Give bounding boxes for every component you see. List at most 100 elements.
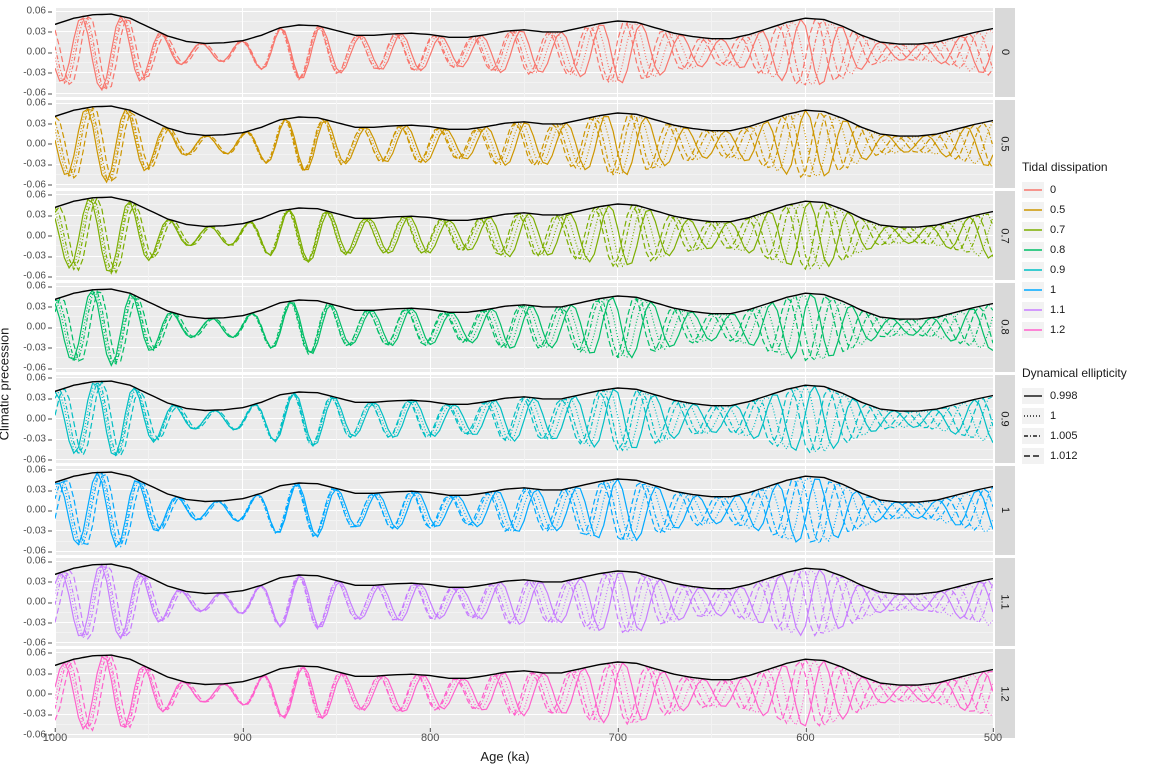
facet-strip-label: 0.5 <box>999 136 1011 151</box>
y-tick-label: 0.00 <box>27 230 46 241</box>
series-line-0.998 <box>55 16 993 90</box>
facet-row-0.9: -0.06-0.030.000.030.060.9 <box>55 375 1015 464</box>
series-line-1 <box>55 290 993 363</box>
x-tick-label: 900 <box>233 732 251 744</box>
legend-item-tidal-0.9: 0.9 <box>1022 260 1142 280</box>
series-line-1 <box>55 17 993 90</box>
series-line-1.012 <box>55 198 993 273</box>
y-ticks: -0.06-0.030.000.030.06 <box>10 8 52 97</box>
facet-plot-1.1 <box>55 558 993 647</box>
y-tick-label: 0.00 <box>27 597 46 608</box>
x-axis-label: Age (ka) <box>0 749 1010 764</box>
envelope-line <box>55 197 993 227</box>
legend-label: 0.7 <box>1050 224 1065 236</box>
y-tick-label: -0.03 <box>23 617 46 628</box>
series-line-1.012 <box>55 474 993 544</box>
y-tick-label: 0.03 <box>27 26 46 37</box>
facet-row-1.2: -0.06-0.030.000.030.061.2 <box>55 649 1015 738</box>
x-tick-label: 500 <box>984 732 1002 744</box>
legend-tidal-dissipation: Tidal dissipation 00.50.70.80.911.11.2 <box>1022 160 1142 340</box>
series-line-0.998 <box>55 200 993 272</box>
y-tick-label: -0.03 <box>23 159 46 170</box>
figure: Climatic precession -0.06-0.030.000.030.… <box>0 0 1152 768</box>
facet-row-1: -0.06-0.030.000.030.061 <box>55 466 1015 555</box>
y-tick-label: 0.06 <box>27 556 46 567</box>
y-tick-label: -0.03 <box>23 434 46 445</box>
legend-key <box>1022 242 1044 258</box>
plot-svg <box>55 8 993 97</box>
y-tick-label: 0.06 <box>27 189 46 200</box>
y-ticks: -0.06-0.030.000.030.06 <box>10 283 52 372</box>
envelope-line <box>55 564 993 594</box>
legend-key <box>1022 448 1044 464</box>
facet-strip-1.2: 1.2 <box>995 649 1015 738</box>
facet-strip-label: 1 <box>999 507 1011 513</box>
legend-key <box>1022 182 1044 198</box>
series-line-1.012 <box>55 565 993 639</box>
plot-svg <box>55 649 993 738</box>
legend-key <box>1022 428 1044 444</box>
series-line-0.998 <box>55 565 993 638</box>
series-line-1.012 <box>55 381 993 455</box>
plot-svg <box>55 100 993 189</box>
legend-title-tidal: Tidal dissipation <box>1022 160 1142 174</box>
legend-key <box>1022 262 1044 278</box>
facet-strip-0.9: 0.9 <box>995 375 1015 464</box>
legend-key <box>1022 322 1044 338</box>
y-tick-label: -0.03 <box>23 67 46 78</box>
legend-key <box>1022 408 1044 424</box>
y-ticks: -0.06-0.030.000.030.06 <box>10 466 52 555</box>
facet-plot-1 <box>55 466 993 555</box>
series-line-0.998 <box>55 109 993 182</box>
legend-item-ellipticity-1.012: 1.012 <box>1022 446 1142 466</box>
facet-row-0.8: -0.06-0.030.000.030.060.8 <box>55 283 1015 372</box>
plot-svg <box>55 466 993 555</box>
facet-plot-0.7 <box>55 191 993 280</box>
series-line-1.005 <box>55 198 993 273</box>
series-line-0.998 <box>55 383 993 455</box>
legend-dynamical-ellipticity: Dynamical ellipticity 0.99811.0051.012 <box>1022 366 1142 466</box>
y-tick-label: 0.00 <box>27 413 46 424</box>
facet-plot-1.2 <box>55 649 993 738</box>
x-tick-label: 600 <box>796 732 814 744</box>
y-tick-label: -0.03 <box>23 525 46 536</box>
series-line-1.012 <box>55 656 993 731</box>
y-tick-label: -0.03 <box>23 709 46 720</box>
series-line-1.005 <box>55 18 993 89</box>
legend-key <box>1022 302 1044 318</box>
series-line-1 <box>55 199 993 274</box>
y-tick-label: 0.03 <box>27 576 46 587</box>
legend: Tidal dissipation 00.50.70.80.911.11.2 D… <box>1022 160 1142 466</box>
y-tick-label: 0.00 <box>27 505 46 516</box>
y-tick-label: -0.03 <box>23 251 46 262</box>
legend-item-tidal-0.8: 0.8 <box>1022 240 1142 260</box>
facet-strip-1: 1 <box>995 466 1015 555</box>
facet-strip-label: 0.9 <box>999 411 1011 426</box>
legend-label: 1.1 <box>1050 304 1065 316</box>
facet-strip-0.8: 0.8 <box>995 283 1015 372</box>
legend-label: 1.012 <box>1050 450 1078 462</box>
x-tick-label: 800 <box>421 732 439 744</box>
facet-strip-0.7: 0.7 <box>995 191 1015 280</box>
plot-svg <box>55 191 993 280</box>
legend-item-ellipticity-0.998: 0.998 <box>1022 386 1142 406</box>
series-line-1 <box>55 656 993 728</box>
facet-panels: -0.06-0.030.000.030.060-0.06-0.030.000.0… <box>55 8 1015 738</box>
y-tick-label: 0.06 <box>27 647 46 658</box>
y-tick-label: 0.03 <box>27 668 46 679</box>
facet-row-1.1: -0.06-0.030.000.030.061.1 <box>55 558 1015 647</box>
y-tick-label: 0.06 <box>27 6 46 17</box>
legend-label: 1.2 <box>1050 324 1065 336</box>
y-ticks: -0.06-0.030.000.030.06 <box>10 649 52 738</box>
y-ticks: -0.06-0.030.000.030.06 <box>10 100 52 189</box>
legend-label: 0.9 <box>1050 264 1065 276</box>
envelope-line <box>55 655 993 685</box>
x-tick-label: 700 <box>609 732 627 744</box>
y-tick-label: 0.00 <box>27 47 46 58</box>
legend-key <box>1022 222 1044 238</box>
y-tick-label: 0.03 <box>27 393 46 404</box>
legend-label: 0 <box>1050 184 1056 196</box>
legend-item-tidal-1.1: 1.1 <box>1022 300 1142 320</box>
plot-svg <box>55 558 993 647</box>
legend-item-tidal-0.5: 0.5 <box>1022 200 1142 220</box>
